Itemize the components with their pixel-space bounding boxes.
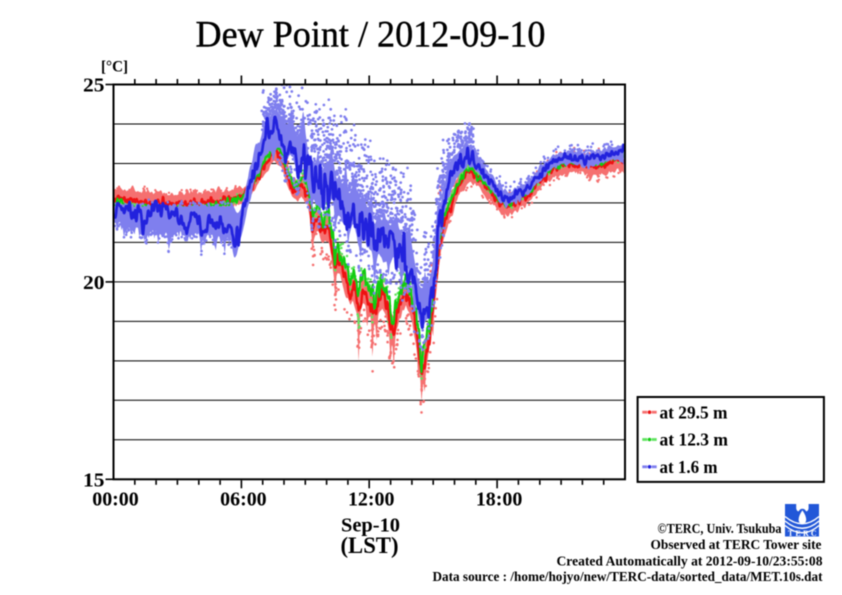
svg-text:18:00: 18:00 [476, 488, 523, 510]
svg-text:TERC: TERC [788, 529, 819, 538]
svg-text:00:00: 00:00 [92, 488, 139, 510]
svg-text:Created Automatically at 2012-: Created Automatically at 2012-09-10/23:5… [557, 554, 823, 569]
svg-text:Data source : /home/hojyo/new/: Data source : /home/hojyo/new/TERC-data/… [433, 569, 823, 584]
svg-text:Observed at TERC Tower site: Observed at TERC Tower site [651, 537, 822, 552]
svg-text:20: 20 [83, 272, 105, 294]
svg-text:15: 15 [83, 469, 105, 491]
svg-text:Sep-10: Sep-10 [341, 515, 400, 537]
svg-text:Dew Point / 2012-09-10: Dew Point / 2012-09-10 [196, 15, 546, 56]
svg-text:at 29.5 m: at 29.5 m [660, 402, 728, 422]
svg-text:©TERC, Univ. Tsukuba: ©TERC, Univ. Tsukuba [658, 521, 782, 536]
svg-text:at 12.3 m: at 12.3 m [660, 430, 729, 450]
svg-text:12:00: 12:00 [348, 488, 395, 510]
svg-text:[°C]: [°C] [101, 59, 128, 76]
svg-text:(LST): (LST) [341, 533, 399, 558]
svg-text:at 1.6 m: at 1.6 m [660, 457, 718, 477]
svg-text:25: 25 [83, 75, 105, 97]
svg-text:06:00: 06:00 [220, 488, 267, 510]
